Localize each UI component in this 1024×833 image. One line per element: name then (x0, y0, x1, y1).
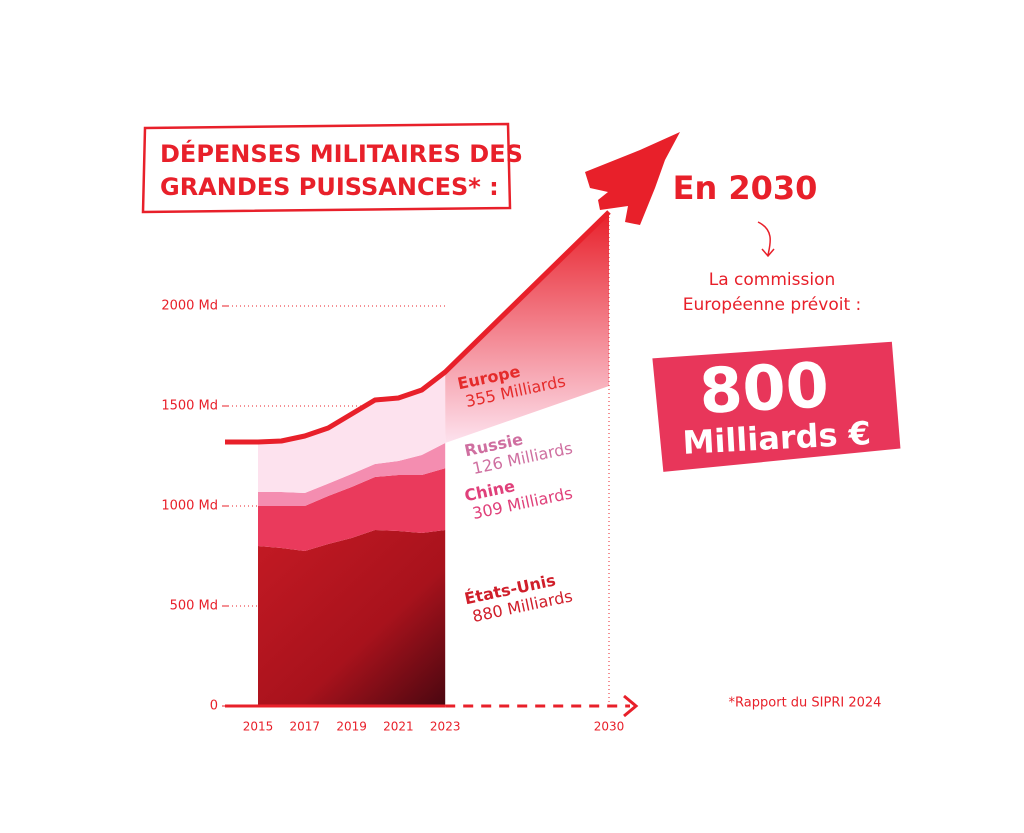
source: *Rapport du SIPRI 2024 (729, 696, 882, 711)
x-tick-label: 2023 (430, 720, 461, 734)
area (258, 468, 446, 551)
y-tick-label: 1500 Md (161, 399, 218, 414)
y-tick-label: 1000 Md (161, 499, 218, 514)
area (258, 530, 446, 706)
area (258, 443, 446, 506)
tag-shape (652, 341, 901, 472)
projection-area (445, 212, 609, 443)
x-tick-label: 2015 (243, 720, 274, 734)
amount: 800 (698, 348, 831, 428)
x-tick-label: 2019 (336, 720, 367, 734)
area (258, 372, 446, 493)
y-tick-label: 0 (210, 699, 218, 714)
trend-line (225, 210, 611, 445)
x-tick-label: 2017 (290, 720, 321, 734)
x-tick-label: 2021 (383, 720, 414, 734)
callout-arrow (757, 221, 775, 258)
title-box (141, 122, 512, 214)
callout-text: La commission (709, 270, 836, 290)
amount-tag: 800 Milliards € (652, 341, 901, 472)
title-line: DÉPENSES MILITAIRES DES (160, 139, 523, 168)
jet-icon (585, 132, 680, 225)
x-tick-label: 2030 (594, 720, 625, 734)
title-line: GRANDES PUISSANCES* : (160, 173, 499, 201)
y-tick-label: 500 Md (170, 599, 218, 614)
callout-heading: En 2030 (673, 169, 818, 207)
callout-text: Européenne prévoit : (683, 295, 862, 315)
x-axis-arrow (623, 694, 639, 718)
y-tick-label: 2000 Md (161, 299, 218, 314)
plot: 0 500 Md 1000 Md 1500 Md 2000 Md 2015 2017 2019… (161, 210, 639, 734)
